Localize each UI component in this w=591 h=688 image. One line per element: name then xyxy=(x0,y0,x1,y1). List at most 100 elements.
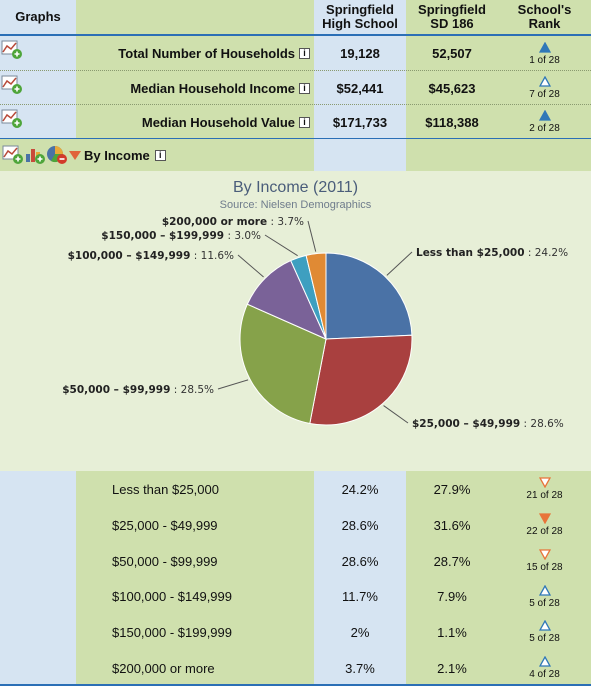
detail-district-value: 28.7% xyxy=(406,543,498,579)
detail-graph-cell xyxy=(0,543,76,579)
chart-area: By Income (2011) Source: Nielsen Demogra… xyxy=(0,171,591,471)
detail-row: $100,000 - $149,999 11.7% 7.9% 5 of 28 xyxy=(0,579,591,614)
summary-school-value: $171,733 xyxy=(314,105,406,139)
summary-graph-cell xyxy=(0,36,76,71)
summary-school-value: $52,441 xyxy=(314,71,406,105)
summary-district-value: $118,388 xyxy=(406,105,498,139)
detail-label-cell: $200,000 or more xyxy=(76,650,314,686)
detail-label: $50,000 - $99,999 xyxy=(112,553,218,569)
detail-rank-text: 5 of 28 xyxy=(529,633,560,644)
bar-graph-add-icon[interactable] xyxy=(24,145,46,165)
summary-label: Median Household Income xyxy=(130,80,295,96)
detail-label: $200,000 or more xyxy=(112,660,215,676)
detail-rank-cell: 5 of 28 xyxy=(498,579,591,614)
detail-label-cell: Less than $25,000 xyxy=(76,471,314,507)
detail-label-cell: $150,000 - $199,999 xyxy=(76,614,314,650)
line-graph-add-icon[interactable] xyxy=(2,145,24,165)
pie-connector-line xyxy=(307,220,317,252)
detail-rank-cell: 22 of 28 xyxy=(498,507,591,543)
pie-slice[interactable] xyxy=(305,252,327,340)
detail-rank-cell: 21 of 28 xyxy=(498,471,591,507)
rank-down-arrow-icon xyxy=(538,549,551,560)
detail-school-value: 2% xyxy=(314,614,406,650)
detail-label: $150,000 - $199,999 xyxy=(112,624,232,640)
detail-rank-text: 4 of 28 xyxy=(529,669,560,680)
pie-slice-label: $25,000 – $49,999 : 28.6% xyxy=(412,418,564,430)
school-header-line1: Springfield xyxy=(326,2,394,17)
detail-label-cell: $25,000 - $49,999 xyxy=(76,507,314,543)
summary-rank-text: 2 of 28 xyxy=(529,123,560,134)
pie-slice[interactable] xyxy=(246,259,327,340)
pie-slice-label: Less than $25,000 : 24.2% xyxy=(416,247,568,259)
section-row: By Income i xyxy=(0,139,591,171)
row-divider xyxy=(0,684,591,686)
district-header-line1: Springfield xyxy=(418,2,486,17)
detail-label-cell: $50,000 - $99,999 xyxy=(76,543,314,579)
pie-chart: Less than $25,000 : 24.2% $25,000 – $49,9… xyxy=(62,216,568,430)
line-graph-add-icon[interactable] xyxy=(1,109,23,129)
summary-row: Median Household Value i $171,733 $118,388 2… xyxy=(0,105,591,139)
detail-school-value: 3.7% xyxy=(314,650,406,686)
school-header-line2: High School xyxy=(322,16,398,31)
graphs-header: Graphs xyxy=(0,0,76,34)
detail-rank-cell: 4 of 28 xyxy=(498,650,591,686)
detail-district-value: 1.1% xyxy=(406,614,498,650)
detail-district-value: 2.1% xyxy=(406,650,498,686)
info-icon[interactable]: i xyxy=(299,116,310,128)
line-graph-add-icon[interactable] xyxy=(1,75,23,95)
summary-school-value: 19,128 xyxy=(314,36,406,71)
info-icon[interactable]: i xyxy=(299,82,310,94)
summary-rank-cell: 7 of 28 xyxy=(498,71,591,105)
detail-label: $100,000 - $149,999 xyxy=(112,589,232,604)
section-v2 xyxy=(406,139,498,171)
summary-label: Median Household Value xyxy=(141,114,295,130)
summary-label-cell: Median Household Income i xyxy=(76,71,314,105)
detail-row: $150,000 - $199,999 2% 1.1% 5 of 28 xyxy=(0,614,591,650)
detail-school-value: 28.6% xyxy=(314,507,406,543)
section-info-icon[interactable]: i xyxy=(154,149,166,161)
section-rank xyxy=(498,139,591,171)
detail-graph-cell xyxy=(0,650,76,686)
summary-district-value: $45,623 xyxy=(406,71,498,105)
summary-row: Median Household Income i $52,441 $45,623 7 … xyxy=(0,71,591,105)
pie-slice-label: $150,000 – $199,999 : 3.0% xyxy=(101,230,261,242)
detail-district-value: 7.9% xyxy=(406,579,498,614)
detail-row: $200,000 or more 3.7% 2.1% 4 of 28 xyxy=(0,650,591,686)
pie-graph-remove-icon[interactable] xyxy=(46,145,68,165)
row-divider xyxy=(0,104,591,105)
summary-label-cell: Median Household Value i xyxy=(76,105,314,139)
pie-slice-label: $50,000 – $99,999 : 28.5% xyxy=(62,384,214,396)
rank-up-arrow-icon xyxy=(538,110,551,121)
pie-connector-line xyxy=(217,379,249,390)
detail-rank-cell: 5 of 28 xyxy=(498,614,591,650)
summary-label-cell: Total Number of Households i xyxy=(76,36,314,71)
summary-label: Total Number of Households xyxy=(118,46,295,61)
rank-down-arrow-icon xyxy=(538,513,551,524)
district-header-line2: SD 186 xyxy=(430,16,474,31)
info-icon[interactable]: i xyxy=(299,48,310,59)
summary-rank-text: 7 of 28 xyxy=(529,89,560,100)
pie-slice[interactable] xyxy=(239,303,327,425)
pie-slice[interactable] xyxy=(309,334,413,426)
pie-connector-line xyxy=(237,254,264,278)
detail-district-value: 31.6% xyxy=(406,507,498,543)
detail-rank-text: 21 of 28 xyxy=(526,490,563,501)
pie-slice[interactable] xyxy=(325,252,413,340)
table-header: Graphs Springfield High School Springfiel… xyxy=(0,0,591,36)
detail-graph-cell xyxy=(0,614,76,650)
section-label: By Income xyxy=(84,147,150,163)
collapse-arrow-icon[interactable] xyxy=(68,145,82,165)
summary-graph-cell xyxy=(0,71,76,105)
detail-school-value: 11.7% xyxy=(314,579,406,614)
rank-header-line2: Rank xyxy=(528,16,561,31)
line-graph-add-icon[interactable] xyxy=(1,40,23,60)
detail-rank-text: 15 of 28 xyxy=(526,562,563,573)
detail-school-value: 24.2% xyxy=(314,471,406,507)
chart-title: By Income (2011) xyxy=(232,179,359,196)
section-v1 xyxy=(314,139,406,171)
detail-row: $25,000 - $49,999 28.6% 31.6% 22 of 28 xyxy=(0,507,591,543)
detail-rank-cell: 15 of 28 xyxy=(498,543,591,579)
graphs-header-label: Graphs xyxy=(15,9,61,24)
detail-rank-text: 5 of 28 xyxy=(529,597,560,609)
label-header xyxy=(76,0,314,34)
